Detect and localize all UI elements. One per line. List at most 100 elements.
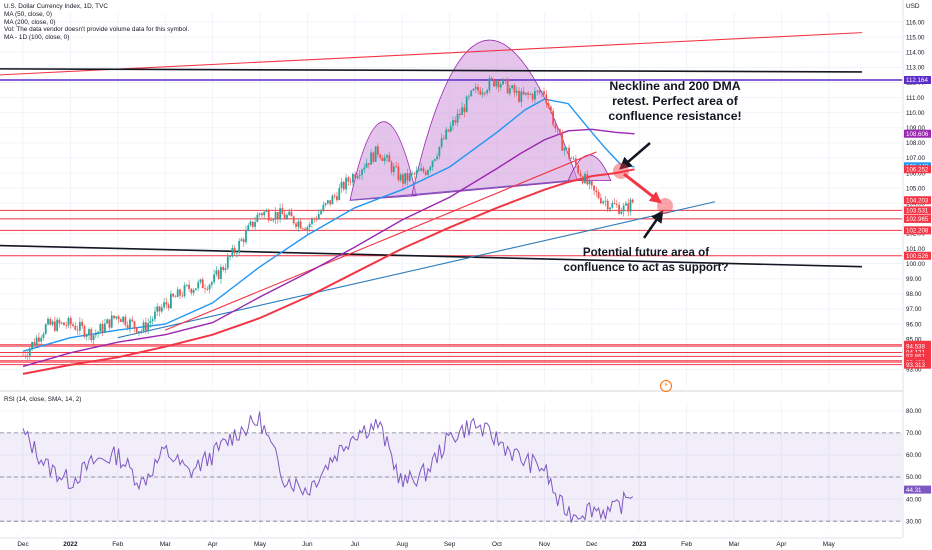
candle-body: [322, 204, 325, 212]
x-tick-label: Oct: [492, 541, 502, 548]
x-tick-label: Mar: [160, 541, 172, 548]
y-tick-label: 111.00: [906, 95, 925, 102]
candle-body: [447, 129, 450, 132]
candle-body: [631, 199, 634, 203]
candle-body: [524, 92, 527, 95]
price-tag: [904, 196, 931, 205]
candle-body: [72, 324, 74, 326]
candle-body: [208, 284, 211, 290]
candle-body: [522, 91, 525, 95]
candle-body: [504, 79, 507, 80]
annotation-arrows: [613, 142, 673, 239]
candle-body: [463, 107, 466, 113]
indicator-legend[interactable]: U.S. Dollar Currency Index, 1D, TVC MA (…: [4, 3, 189, 42]
price-tag: [904, 129, 931, 138]
candle-body: [270, 220, 272, 222]
candle-body: [445, 129, 448, 140]
candle-body: [590, 180, 593, 186]
legend-ma50[interactable]: MA (50, close, 0): [4, 10, 52, 18]
candle-body: [165, 302, 168, 305]
lightning-icon[interactable]: ⚡: [660, 380, 672, 392]
candle-body: [33, 342, 36, 345]
candle-body: [24, 355, 27, 357]
candle-body: [258, 213, 261, 215]
candle-body: [443, 138, 445, 140]
legend-ma200[interactable]: MA (200, close, 0): [4, 18, 56, 26]
y-tick-label: 110.00: [906, 110, 925, 117]
candle-body: [518, 90, 520, 102]
trendline: [0, 68, 862, 73]
rsi-tick-label: 60.00: [906, 452, 922, 459]
candle-body: [53, 321, 56, 331]
legend-vol[interactable]: Vol: The data vendor doesn't provide vol…: [4, 26, 190, 34]
candle-body: [477, 86, 479, 91]
price-tag-label: 112.164: [906, 77, 928, 84]
candle-body: [265, 210, 268, 212]
candle-body: [38, 337, 40, 342]
arrow-to-support: [642, 209, 664, 239]
y-tick-label: 98.00: [906, 291, 922, 298]
candle-body: [461, 107, 464, 116]
candle-body: [572, 158, 575, 160]
candle-body: [190, 288, 193, 293]
candle-body: [345, 177, 347, 190]
price-tag: [904, 226, 931, 235]
candle-body: [169, 293, 172, 309]
candle-body: [292, 216, 295, 224]
candle-body: [577, 165, 580, 174]
trendline: [117, 201, 716, 339]
candle-body: [543, 91, 545, 95]
candle-body: [320, 211, 322, 215]
candle-body: [185, 284, 188, 286]
candle-body: [181, 295, 184, 297]
candle-body: [481, 92, 484, 95]
candle-body: [213, 274, 216, 283]
price-tag-label: 103.531: [906, 208, 929, 215]
candle-body: [440, 138, 443, 147]
candle-body: [629, 199, 632, 212]
y-tick-label: 107.00: [906, 155, 925, 162]
candle-body: [574, 158, 577, 166]
candle-body: [468, 95, 470, 97]
candle-body: [472, 88, 475, 91]
candle-body: [131, 319, 134, 322]
candle-body: [342, 181, 345, 190]
candle-body: [260, 213, 263, 216]
candle-body: [370, 152, 373, 165]
candle-body: [133, 321, 136, 328]
candle-body: [35, 337, 38, 345]
ma-line-0: [22, 98, 635, 352]
candle-body: [83, 325, 86, 337]
candle-body: [78, 321, 81, 331]
candle-body: [115, 316, 118, 319]
x-tick-label: Apr: [776, 541, 787, 548]
price-tag-label: 106.252: [906, 166, 929, 173]
candle-body: [367, 163, 370, 165]
annotation-neckline: Neckline and 200 DMA retest. Perfect are…: [608, 79, 742, 123]
candle-body: [242, 239, 245, 243]
candle-body: [251, 221, 254, 227]
candle-body: [106, 319, 109, 324]
candle-body: [570, 157, 573, 159]
candle-body: [568, 147, 570, 158]
candle-body: [458, 113, 461, 116]
candle-body: [279, 208, 281, 220]
rsi-legend[interactable]: RSI (14, close, SMA, 14, 2): [4, 396, 82, 403]
price-tag-label: 102.208: [906, 228, 929, 235]
candle-body: [495, 81, 498, 87]
annotation-support: Potential future area of confluence to a…: [563, 246, 729, 274]
candle-body: [372, 152, 375, 162]
candle-body: [110, 315, 113, 328]
price-tag-label: 100.526: [906, 253, 929, 260]
rsi-tick-label: 30.00: [906, 518, 922, 525]
candle-body: [486, 90, 489, 94]
candle-body: [117, 316, 120, 320]
candle-body: [438, 146, 441, 157]
candles: [22, 75, 634, 360]
candle-body: [615, 204, 618, 205]
legend-ma100-1d[interactable]: MA - 1D (100, close, 0): [4, 34, 70, 42]
candle-body: [85, 335, 88, 337]
candle-body: [490, 78, 493, 80]
